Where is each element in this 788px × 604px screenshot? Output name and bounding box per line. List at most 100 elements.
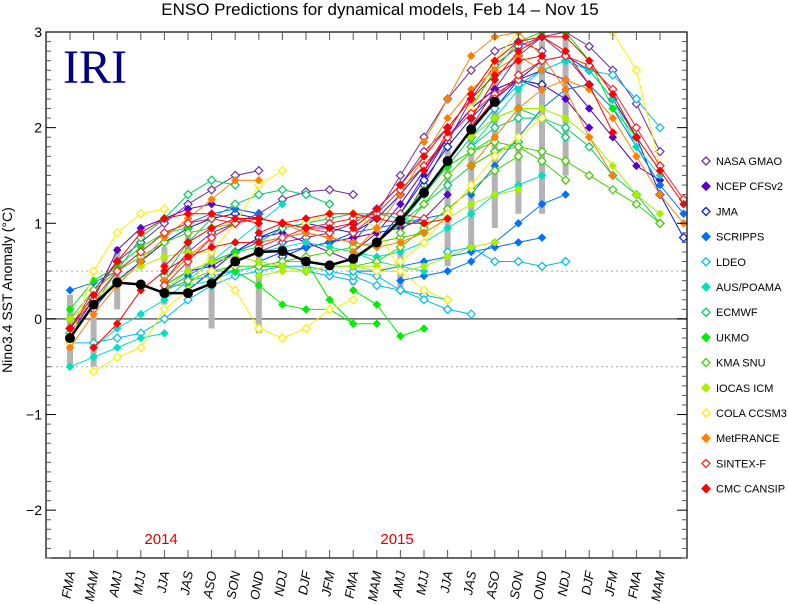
model-run-point	[655, 180, 665, 190]
model-run-line	[470, 32, 661, 152]
model-run-point	[585, 18, 593, 26]
model-run-point	[537, 51, 547, 61]
y-axis-label: Nino3.4 SST Anomaly (°C)	[0, 207, 15, 373]
model-run-point	[230, 214, 240, 223]
x-tick-label: MAM	[648, 570, 668, 603]
model-run-point	[159, 304, 170, 315]
model-run-point	[537, 65, 547, 75]
x-tick-label: MJJ	[130, 569, 149, 596]
model-run-point	[254, 257, 264, 266]
x-tick-label: NDJ	[554, 569, 573, 597]
x-tick-label: JJA	[437, 570, 456, 595]
model-run-point	[160, 252, 169, 262]
model-run-point	[466, 132, 476, 142]
legend-marker-icon	[701, 433, 711, 444]
observed-point	[88, 299, 99, 310]
model-run-point	[560, 132, 571, 143]
model-run-point	[537, 156, 547, 166]
model-run-point	[443, 266, 452, 276]
model-run-point	[678, 232, 687, 243]
year-labels: 2014 2015	[144, 531, 413, 548]
model-run-point	[537, 55, 547, 66]
model-run-point	[183, 252, 193, 262]
model-run-point	[183, 256, 193, 267]
model-run-point	[419, 271, 429, 281]
model-run-point	[631, 94, 642, 104]
model-run-point	[584, 132, 594, 142]
model-run-line	[423, 32, 614, 176]
model-run-point	[371, 266, 382, 276]
observed-point	[183, 288, 193, 299]
observed-point	[135, 279, 146, 290]
model-run-point	[254, 238, 264, 247]
model-run-point	[206, 232, 217, 243]
x-tick-label: ASO	[200, 570, 220, 601]
model-run-point	[537, 199, 547, 209]
model-run-point	[419, 324, 429, 333]
observed-point	[253, 246, 264, 257]
model-run-point	[395, 170, 406, 181]
model-run-point	[371, 280, 382, 291]
model-run-point	[395, 242, 406, 253]
legend-label: NCEP CFSv2	[716, 181, 783, 193]
model-run-point	[206, 175, 217, 186]
model-run-point	[254, 175, 264, 185]
model-run-point	[560, 156, 571, 166]
model-run-point	[348, 319, 358, 329]
model-run-point	[230, 180, 241, 190]
legend-label: IOCAS ICM	[716, 383, 773, 395]
model-run-point	[419, 294, 429, 305]
model-run-point	[301, 214, 311, 223]
legend-label: SCRIPPS	[716, 232, 764, 244]
model-run-point	[607, 184, 618, 195]
model-run-point	[631, 122, 642, 133]
model-run-point	[112, 324, 122, 333]
model-run-point	[442, 180, 453, 190]
model-run-point	[608, 171, 618, 180]
model-run-point	[159, 227, 170, 238]
model-run-point	[490, 238, 500, 247]
model-run-point	[631, 65, 642, 76]
model-run-point	[207, 209, 216, 219]
iri-logo: IRI	[63, 41, 127, 94]
model-run-point	[160, 214, 169, 223]
model-run-point	[395, 266, 406, 276]
legend-label: JMA	[716, 206, 739, 218]
model-run-point	[348, 189, 359, 200]
legend-label: NASA GMAO	[716, 156, 782, 168]
model-run-point	[112, 227, 123, 238]
model-run-point	[207, 257, 216, 266]
model-run-point	[561, 113, 570, 123]
legend-marker-icon	[701, 307, 711, 318]
model-run-point	[514, 46, 523, 56]
model-run-point	[183, 238, 193, 247]
model-run-line	[353, 155, 519, 267]
model-run-point	[490, 190, 500, 199]
model-run-point	[278, 266, 287, 276]
model-run-point	[230, 199, 241, 209]
model-run-point	[537, 233, 547, 242]
model-run-point	[395, 227, 406, 238]
model-run-point	[537, 104, 547, 113]
model-run-point	[160, 328, 169, 338]
model-run-point	[277, 165, 288, 176]
model-run-point	[489, 122, 500, 133]
x-tick-label: NDJ	[271, 569, 290, 597]
model-run-point	[396, 238, 405, 247]
model-run-point	[395, 256, 406, 267]
model-run-point	[396, 180, 405, 190]
observed-point	[159, 288, 170, 299]
legend-marker-icon	[701, 206, 711, 217]
model-run-point	[277, 232, 288, 243]
model-run-point	[230, 238, 240, 247]
model-run-point	[348, 209, 358, 219]
model-run-point	[561, 190, 570, 199]
model-run-point	[489, 165, 500, 176]
model-run-point	[442, 141, 453, 152]
model-run-point	[112, 343, 122, 352]
model-run-point	[561, 94, 570, 104]
model-run-point	[135, 342, 146, 353]
model-run-point	[160, 261, 169, 271]
observed-point	[442, 156, 453, 167]
